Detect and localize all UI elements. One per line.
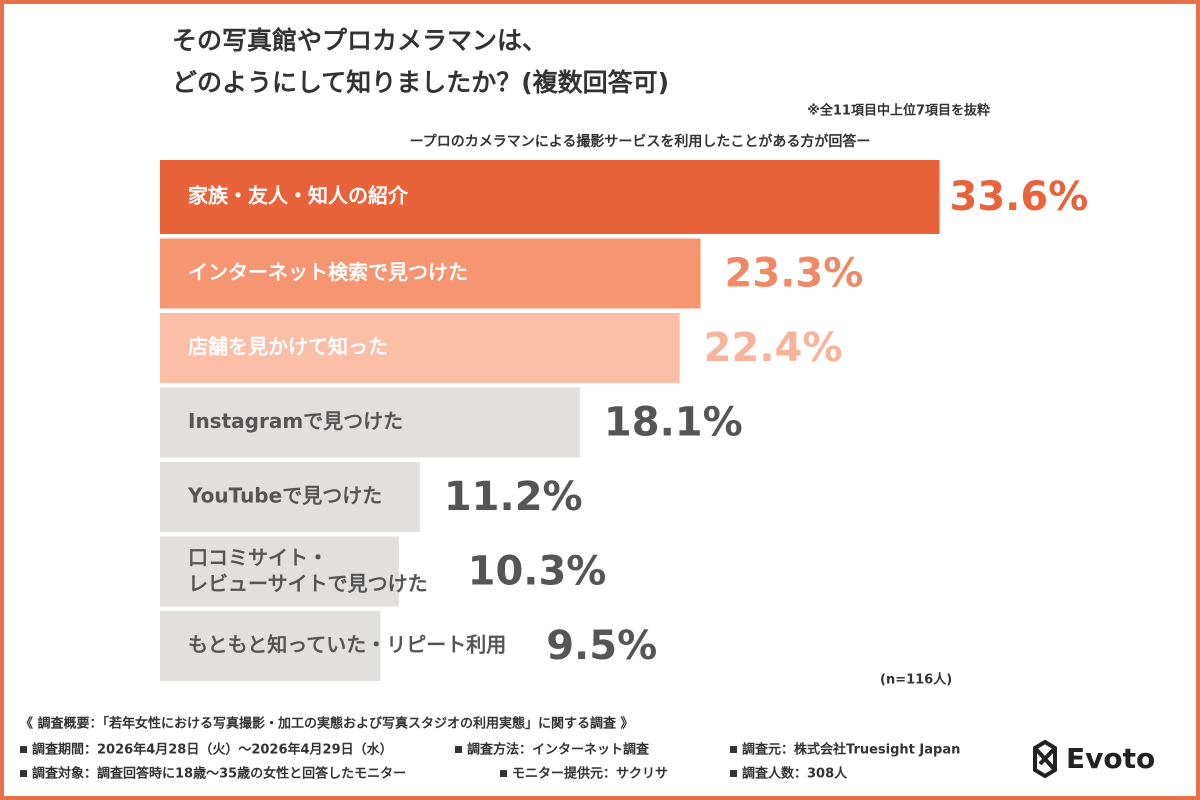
category-label: もともと知っていた・リピート利用	[188, 633, 506, 657]
value-label: 23.3%	[725, 251, 864, 297]
chart-title: その写真館やプロカメラマンは、	[172, 26, 547, 55]
value-label: 9.5%	[546, 623, 657, 669]
subtitle: ープロのカメラマンによる撮影サービスを利用したことがある方が回答ー	[410, 133, 871, 150]
bar	[160, 160, 940, 234]
category-label: Instagramで見つけた	[188, 409, 403, 433]
category-label: 店舗を見かけて知った	[188, 335, 388, 359]
bar	[160, 238, 701, 309]
bar	[160, 313, 680, 383]
category-label: YouTubeで見つけた	[187, 484, 382, 508]
value-label: 18.1%	[604, 400, 743, 446]
logo-icon	[1033, 739, 1057, 779]
bar	[160, 387, 580, 458]
chart-title: どのようにして知りましたか？(複数回答可)	[172, 68, 669, 97]
bullet	[455, 746, 462, 753]
footer-item: 調査元：株式会社Truesight Japan	[742, 742, 960, 758]
value-label: 11.2%	[444, 474, 583, 520]
bullet	[730, 770, 737, 777]
bullet	[20, 746, 27, 753]
footer-item: 調査期間：2026年4月28日（火）〜2026年4月29日（水）	[32, 742, 393, 758]
value-label: 33.6%	[950, 174, 1089, 220]
bar	[160, 611, 381, 681]
bullet	[730, 746, 737, 753]
sample-note: (n=116人)	[880, 672, 952, 688]
footer-item: 調査方法：インターネット調査	[467, 742, 650, 758]
footer-item: 調査対象：調査回答時に18歳〜35歳の女性と回答したモニター	[32, 766, 406, 782]
note: ※全11項目中上位7項目を抜粋	[807, 103, 990, 119]
category-label: 口コミサイト・レビューサイトで見つけた	[188, 545, 428, 595]
bar	[160, 536, 399, 607]
category-label: 家族・友人・知人の紹介	[188, 184, 409, 208]
footer-heading: 《 調査概要：「若年女性における写真撮影・加工の実態および写真スタジオの利用実態…	[20, 716, 634, 732]
footer-item: モニター提供元：サクリサ	[512, 766, 668, 782]
bullet	[20, 770, 27, 777]
value-label: 10.3%	[468, 549, 607, 595]
value-label: 22.4%	[704, 325, 843, 371]
logo-text: Evoto	[1066, 742, 1155, 775]
bullet	[500, 770, 507, 777]
footer-item: 調査人数：308人	[742, 766, 848, 782]
category-label: インターネット検索で見つけた	[188, 260, 468, 284]
bar	[160, 462, 420, 532]
